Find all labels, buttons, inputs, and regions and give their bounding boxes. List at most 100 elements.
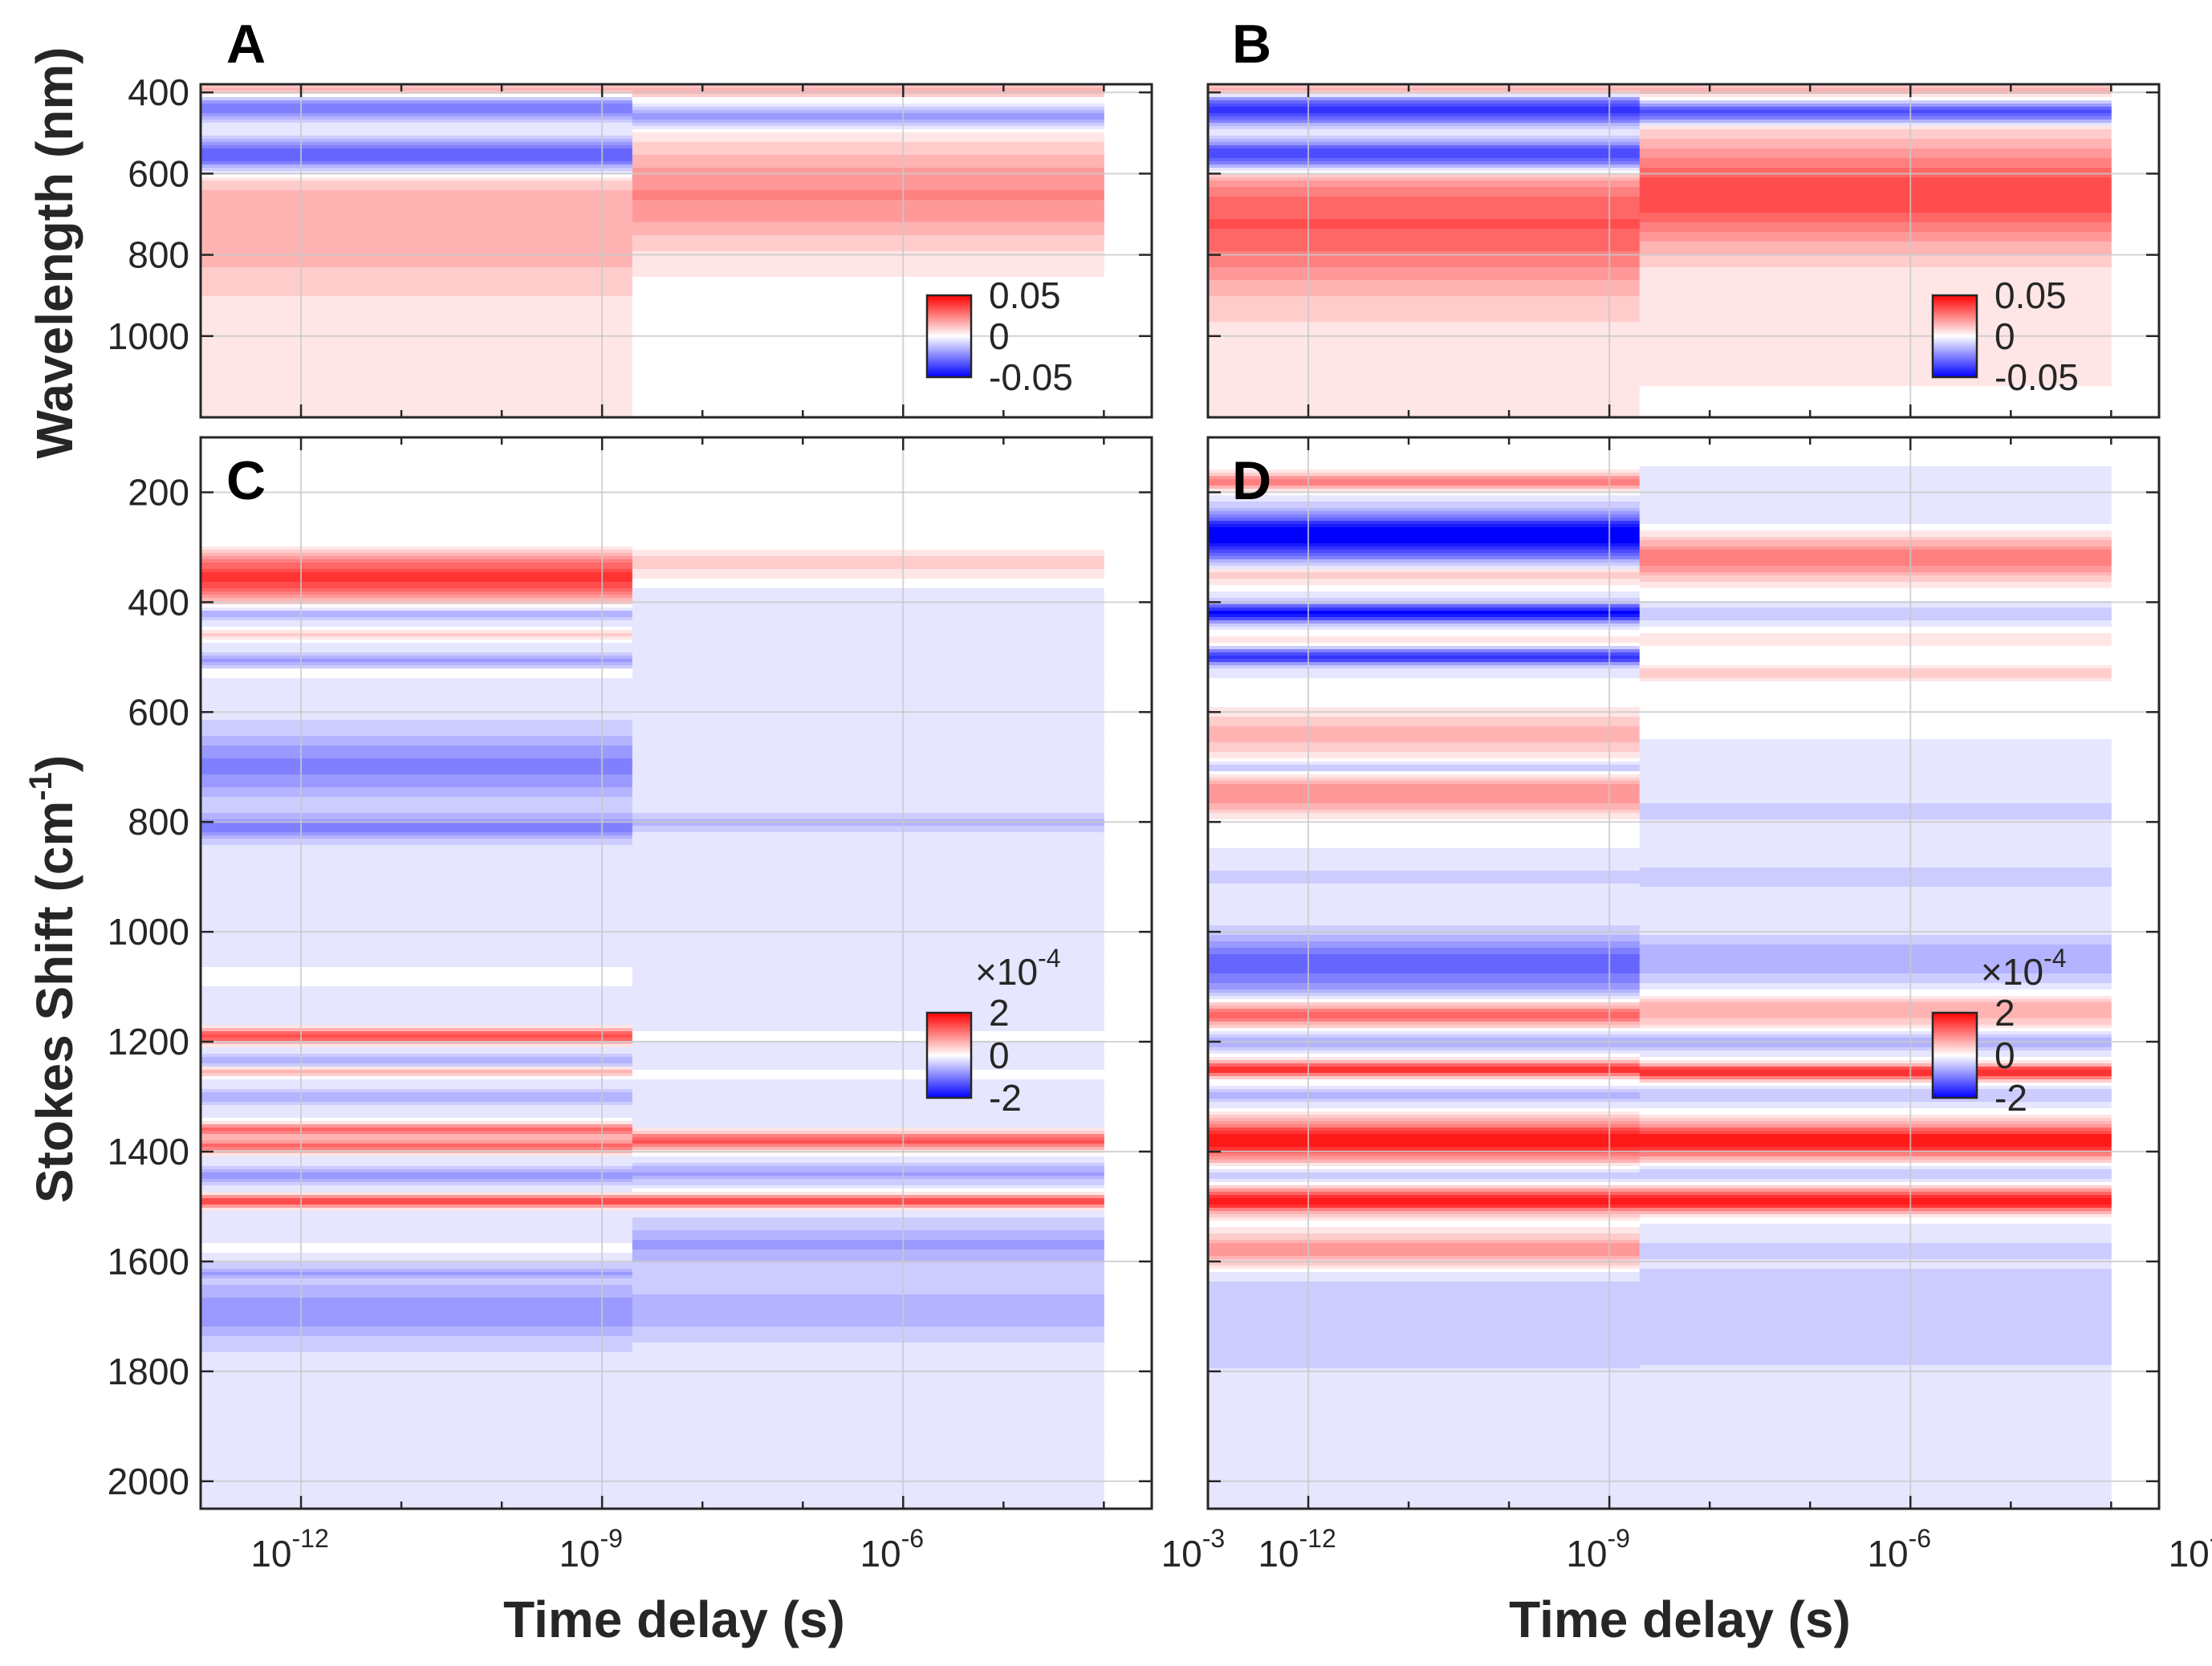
heatmap-strip (1639, 1266, 2112, 1270)
heatmap-strip (201, 1012, 633, 1016)
heatmap-strip (201, 1432, 633, 1436)
heatmap-strip (201, 649, 633, 653)
heatmap-strip (1639, 248, 2112, 252)
heatmap-strip (1208, 877, 1641, 881)
heatmap-strip (201, 1144, 633, 1148)
heatmap-strip (1639, 376, 2112, 380)
heatmap-strip (1639, 752, 2112, 756)
heatmap-strip (632, 1461, 1104, 1465)
heatmap-strip (201, 367, 633, 371)
heatmap-strip (1208, 537, 1641, 541)
heatmap-strip (1639, 1214, 2112, 1218)
heatmap-strip (1639, 1493, 2112, 1497)
heatmap-strip (201, 749, 633, 753)
heatmap-strip (1208, 1445, 1641, 1449)
heatmap-strip (201, 778, 633, 782)
heatmap-strip (201, 938, 633, 942)
heatmap-strip (632, 685, 1104, 689)
heatmap-strip (201, 803, 633, 807)
heatmap-strip (201, 575, 633, 579)
heatmap-strip (1208, 717, 1641, 721)
heatmap-strip (632, 1198, 1104, 1202)
heatmap-strip (1639, 951, 2112, 955)
heatmap-strip (1639, 1320, 2112, 1324)
heatmap-strip (1208, 1208, 1641, 1212)
heatmap-strip (1208, 1391, 1641, 1395)
heatmap-strip (632, 1384, 1104, 1388)
heatmap-strip (632, 948, 1104, 952)
heatmap-strip (1208, 331, 1641, 335)
heatmap-strip (632, 1115, 1104, 1119)
heatmap-strip (1208, 906, 1641, 910)
heatmap-strip (1639, 1076, 2112, 1080)
heatmap-strip (632, 848, 1104, 852)
heatmap-strip (632, 823, 1104, 827)
heatmap-strip (201, 1172, 633, 1176)
heatmap-strip (201, 1294, 633, 1298)
heatmap-strip (1639, 1201, 2112, 1205)
heatmap-strip (201, 739, 633, 743)
heatmap-strip (201, 203, 633, 207)
heatmap-strip (201, 328, 633, 332)
heatmap-strip (632, 386, 1104, 390)
heatmap-strip (1639, 187, 2112, 191)
heatmap-strip (1208, 1304, 1641, 1308)
heatmap-strip (201, 713, 633, 717)
heatmap-strip (1208, 254, 1641, 258)
heatmap-strip (201, 1490, 633, 1494)
heatmap-strip (1208, 351, 1641, 355)
heatmap-strip (201, 113, 633, 117)
heatmap-strip (632, 277, 1104, 281)
heatmap-strip (1639, 1243, 2112, 1247)
heatmap-strip (1639, 717, 2112, 721)
heatmap-strip (1208, 1291, 1641, 1295)
heatmap-strip (1208, 1028, 1641, 1032)
heatmap-strip (632, 219, 1104, 223)
heatmap-strip (632, 235, 1104, 239)
heatmap-strip (1208, 803, 1641, 807)
heatmap-strip (201, 1461, 633, 1465)
heatmap-strip (632, 309, 1104, 313)
heatmap-strip (1208, 1172, 1641, 1176)
heatmap-strip (1639, 473, 2112, 477)
heatmap-strip (632, 1416, 1104, 1420)
heatmap-strip (1208, 909, 1641, 913)
heatmap-strip (1208, 1298, 1641, 1302)
heatmap-strip (1208, 704, 1641, 708)
heatmap-strip (632, 595, 1104, 599)
heatmap-strip (1208, 1275, 1641, 1279)
heatmap-strip (201, 996, 633, 1000)
heatmap-strip (201, 893, 633, 897)
heatmap-strip (632, 736, 1104, 740)
heatmap-strip (201, 351, 633, 355)
heatmap-strip (201, 656, 633, 660)
heatmap-strip (1639, 617, 2112, 621)
heatmap-strip (201, 585, 633, 589)
heatmap-strip (201, 685, 633, 689)
heatmap-strip (201, 1208, 633, 1212)
heatmap-strip (1208, 190, 1641, 194)
heatmap-strip (201, 1118, 633, 1122)
heatmap-strip (632, 1381, 1104, 1385)
heatmap-strip (1208, 1336, 1641, 1340)
heatmap-strip (632, 1301, 1104, 1305)
heatmap-strip (1639, 652, 2112, 656)
heatmap-strip (201, 267, 633, 271)
heatmap-strip (1639, 1465, 2112, 1469)
heatmap-strip (1208, 543, 1641, 547)
colorbar-exponent-label: ×10-4 (1981, 944, 2066, 993)
heatmap-strip (1208, 1339, 1641, 1343)
heatmap-strip (1208, 245, 1641, 249)
heatmap-strip (1639, 1381, 2112, 1385)
heatmap-strip (201, 200, 633, 204)
heatmap-strip (632, 1079, 1104, 1083)
colorbar-max-label: 2 (1994, 992, 2015, 1034)
heatmap-strip (632, 1371, 1104, 1375)
heatmap-strip (1208, 774, 1641, 778)
heatmap-strip (1208, 492, 1641, 496)
heatmap-strip (1208, 912, 1641, 916)
heatmap-strip (1639, 312, 2112, 316)
heatmap-strip (632, 1294, 1104, 1298)
heatmap-strip (1208, 1156, 1641, 1160)
